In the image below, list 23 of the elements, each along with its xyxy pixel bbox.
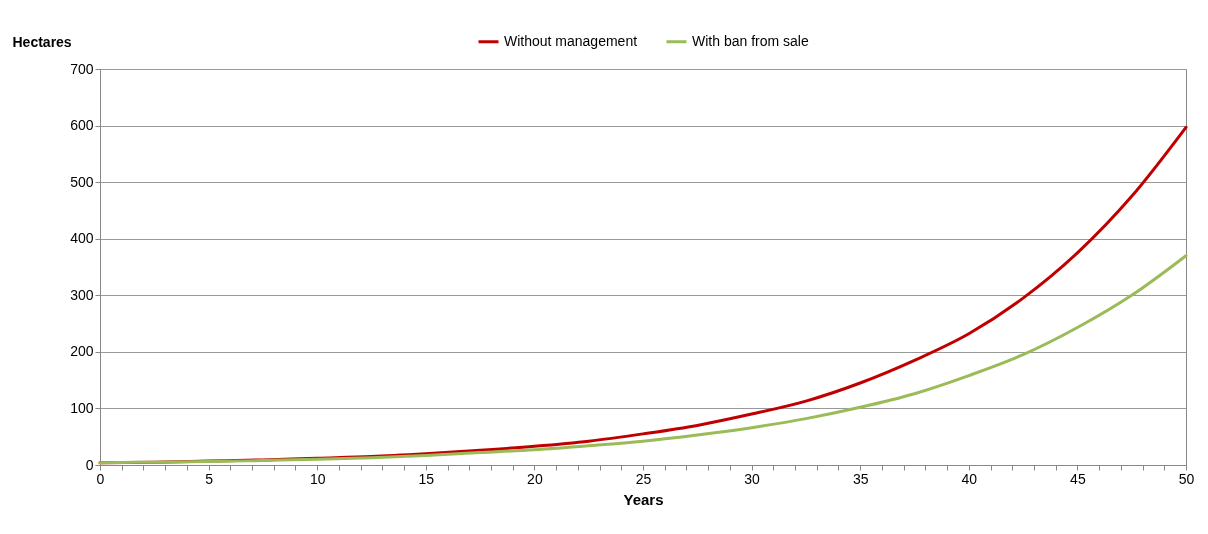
x-tick-label: 25	[635, 470, 652, 487]
y-tick-label: 200	[70, 343, 94, 360]
y-tick-label: 100	[70, 399, 94, 416]
legend-label: With ban from sale	[692, 32, 809, 49]
x-tick-label: 5	[205, 470, 214, 487]
x-tick-label: 10	[309, 470, 326, 487]
y-tick-label: 600	[70, 117, 94, 134]
x-tick-label: 45	[1070, 470, 1086, 487]
y-tick-label: 700	[70, 60, 94, 77]
x-tick-label: 35	[852, 470, 869, 487]
x-tick-label: 0	[96, 470, 105, 487]
y-axis-title: Hectares	[12, 33, 72, 50]
x-tick-label: 15	[418, 470, 435, 487]
x-tick-label: 20	[527, 470, 543, 487]
x-tick-label: 40	[961, 470, 978, 487]
x-axis-title: Years	[623, 490, 664, 508]
y-tick-label: 300	[70, 286, 94, 303]
y-tick-label: 0	[85, 456, 94, 473]
x-tick-label: 30	[744, 470, 761, 487]
legend-label: Without management	[504, 32, 638, 49]
x-tick-label: 50	[1178, 470, 1195, 487]
y-tick-label: 400	[70, 230, 94, 247]
y-tick-label: 500	[70, 173, 94, 190]
